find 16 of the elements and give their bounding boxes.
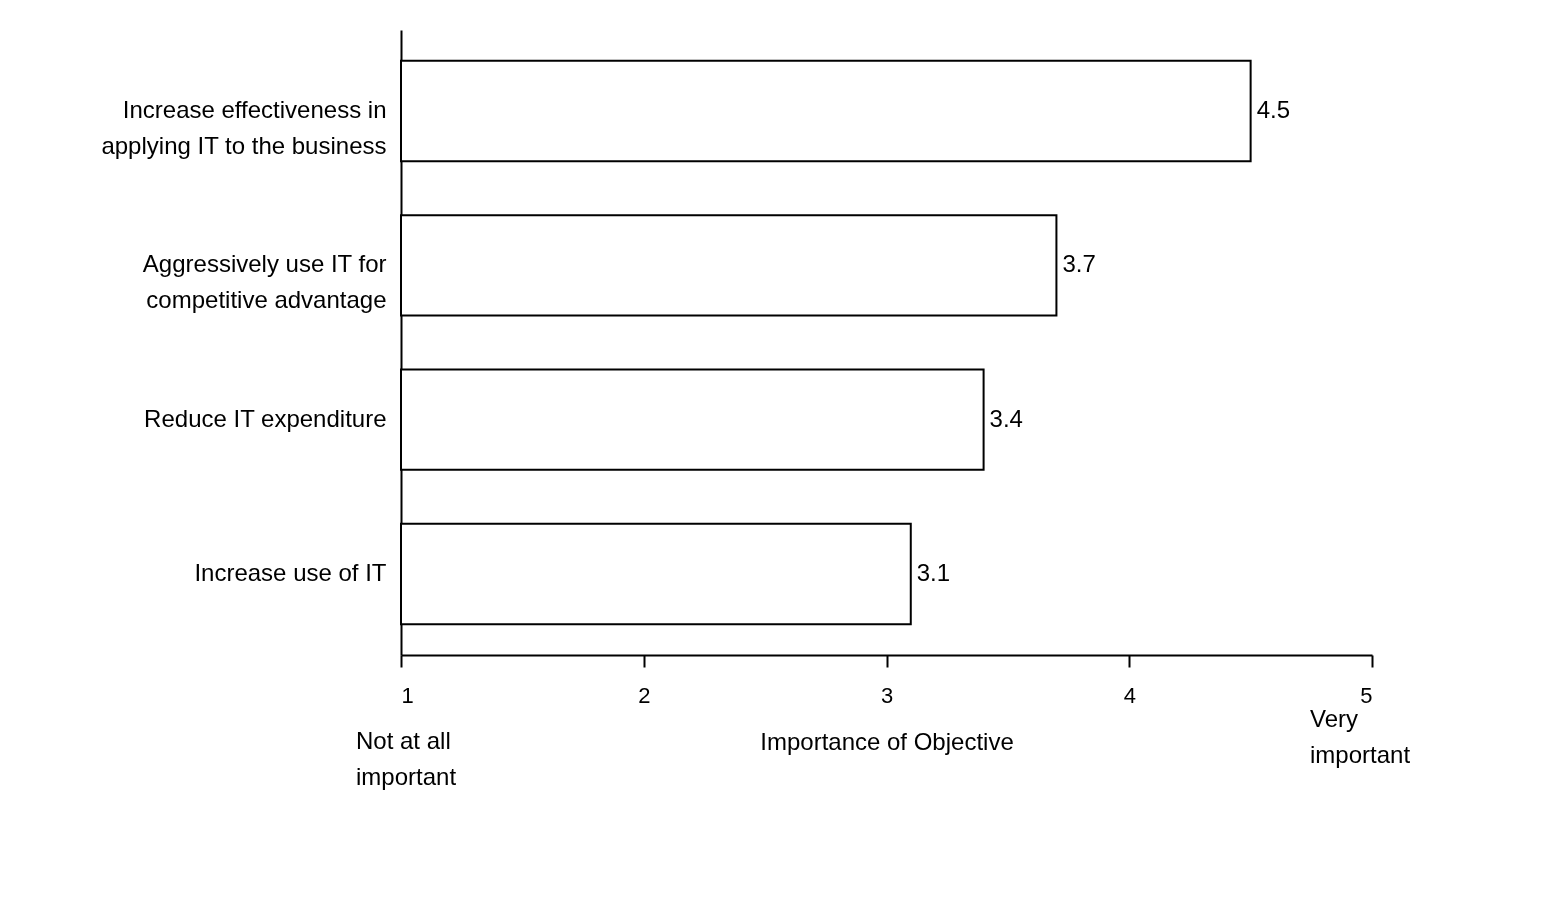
x-tick-label: 2 xyxy=(638,682,651,708)
x-tick-label: 3 xyxy=(880,682,894,708)
y-tick-label: Increase use of IT xyxy=(194,558,387,586)
y-tick-label: Increase effectiveness in applying IT to the business xyxy=(101,96,387,160)
x-tick-label: 1 xyxy=(401,682,414,708)
x-tick-label: 4 xyxy=(1123,682,1136,708)
data-label: 3.1 xyxy=(916,558,951,586)
data-label: 4.5 xyxy=(1256,96,1290,124)
data-label: 3.7 xyxy=(1062,250,1096,278)
x-tick-label: 5 xyxy=(1360,682,1373,708)
y-tick-label: Reduce IT expenditure xyxy=(144,404,387,432)
data-label: 3.4 xyxy=(989,404,1023,432)
text: Not at all important xyxy=(356,727,457,790)
text: Very important xyxy=(1310,705,1411,768)
y-tick-label: Aggressively use IT for competitive advantage xyxy=(142,250,387,314)
x-axis-title: Importance of Objective xyxy=(760,727,1014,755)
